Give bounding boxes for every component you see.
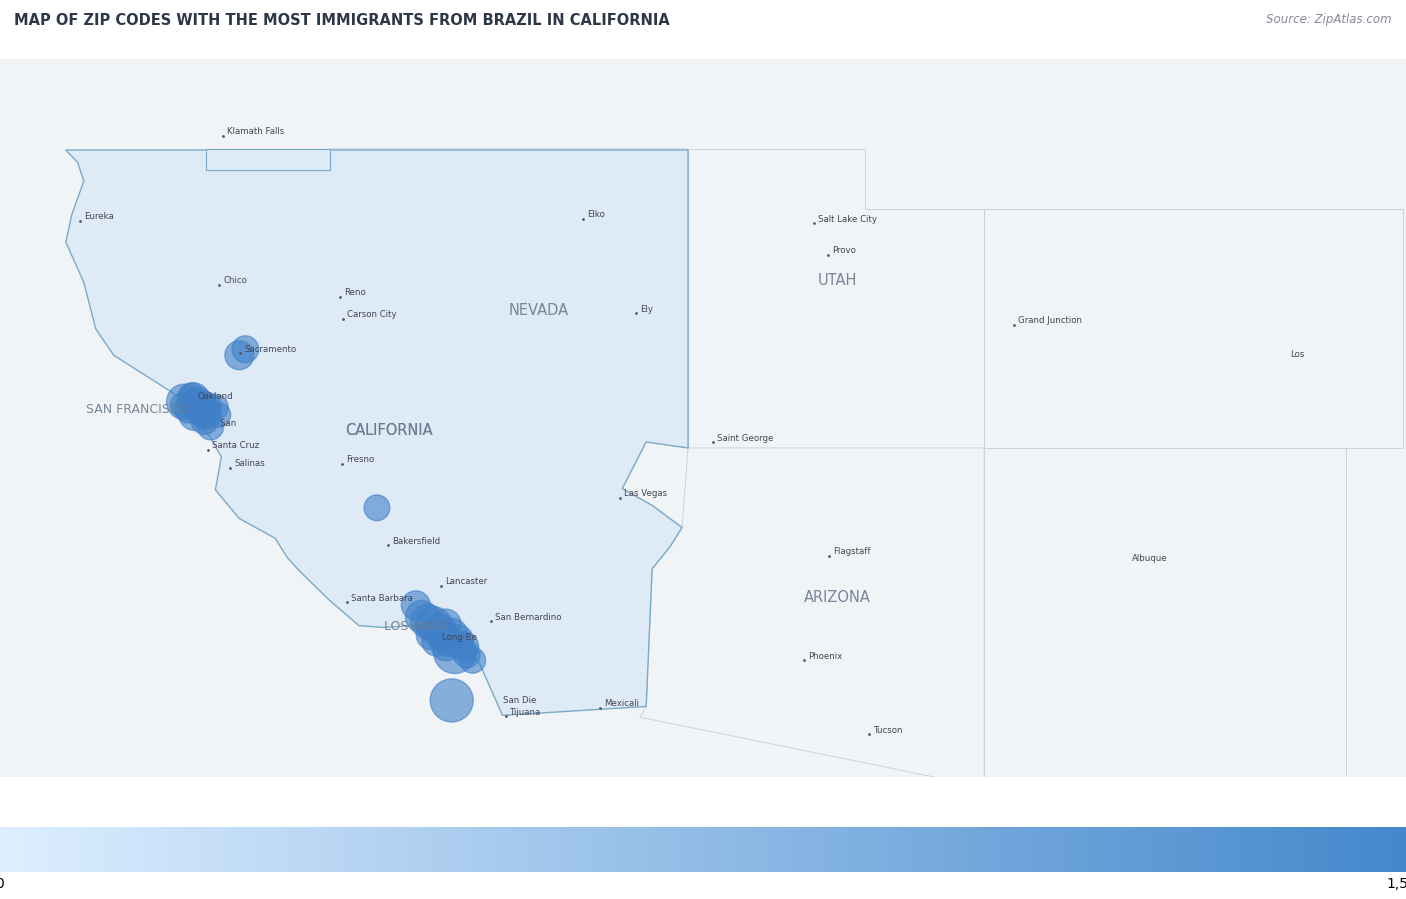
Circle shape: [430, 679, 474, 722]
Circle shape: [207, 403, 231, 427]
Polygon shape: [984, 209, 1403, 448]
Text: Fresno: Fresno: [346, 455, 374, 464]
Text: Eureka: Eureka: [84, 212, 114, 221]
Circle shape: [181, 387, 212, 418]
Text: Carson City: Carson City: [347, 310, 396, 319]
Polygon shape: [984, 448, 1346, 788]
Circle shape: [453, 641, 479, 668]
Circle shape: [198, 414, 224, 440]
Circle shape: [232, 336, 259, 362]
Circle shape: [179, 400, 209, 431]
Text: Santa Barbara: Santa Barbara: [352, 594, 413, 603]
Circle shape: [174, 395, 202, 423]
Circle shape: [183, 390, 218, 424]
Text: Chico: Chico: [224, 276, 247, 285]
Circle shape: [202, 395, 228, 420]
Text: San: San: [221, 419, 245, 428]
Text: Oakland: Oakland: [197, 392, 233, 401]
Circle shape: [436, 619, 468, 651]
Circle shape: [411, 604, 444, 638]
Circle shape: [432, 632, 460, 661]
Text: Albuque: Albuque: [1132, 555, 1167, 564]
Circle shape: [416, 620, 446, 650]
Circle shape: [225, 341, 253, 369]
Text: Provo: Provo: [832, 246, 856, 255]
Circle shape: [405, 601, 439, 633]
Text: UTAH: UTAH: [818, 273, 858, 288]
Circle shape: [441, 625, 474, 656]
Circle shape: [423, 614, 457, 647]
Text: Tijuana: Tijuana: [510, 708, 541, 717]
Text: Reno: Reno: [344, 289, 367, 298]
Circle shape: [433, 632, 475, 673]
Polygon shape: [329, 149, 688, 707]
Text: Sacramento: Sacramento: [245, 345, 297, 354]
Text: Salinas: Salinas: [233, 459, 264, 468]
Text: Lancaster: Lancaster: [446, 577, 488, 586]
Circle shape: [422, 627, 451, 656]
Text: Elko: Elko: [586, 210, 605, 219]
Circle shape: [166, 384, 202, 420]
Circle shape: [193, 401, 221, 430]
Text: Los: Los: [1291, 350, 1305, 359]
Text: Grand Junction: Grand Junction: [1018, 316, 1083, 325]
Polygon shape: [688, 149, 984, 448]
Polygon shape: [207, 149, 329, 170]
Circle shape: [434, 628, 463, 656]
Circle shape: [194, 393, 221, 420]
Text: MAP OF ZIP CODES WITH THE MOST IMMIGRANTS FROM BRAZIL IN CALIFORNIA: MAP OF ZIP CODES WITH THE MOST IMMIGRANT…: [14, 13, 669, 29]
Text: Tucson: Tucson: [873, 725, 903, 734]
Circle shape: [177, 383, 209, 415]
Circle shape: [179, 383, 204, 407]
Text: NEVADA: NEVADA: [509, 303, 568, 318]
Text: Saint George: Saint George: [717, 433, 773, 442]
Text: Mexicali: Mexicali: [605, 699, 640, 708]
Text: CALIFORNIA: CALIFORNIA: [344, 423, 433, 438]
Text: ARIZONA: ARIZONA: [804, 590, 872, 605]
Text: San Bernardino: San Bernardino: [495, 613, 562, 622]
Circle shape: [430, 609, 461, 640]
Polygon shape: [640, 448, 984, 788]
Circle shape: [460, 647, 485, 673]
Circle shape: [449, 632, 478, 662]
Text: Santa Cruz: Santa Cruz: [212, 441, 259, 450]
Text: Flagstaff: Flagstaff: [832, 547, 870, 556]
Text: Source: ZipAtlas.com: Source: ZipAtlas.com: [1267, 13, 1392, 26]
Circle shape: [364, 495, 389, 521]
Text: Las Vegas: Las Vegas: [624, 489, 666, 498]
Polygon shape: [66, 150, 688, 716]
Text: CALIFORNIA: CALIFORNIA: [344, 423, 433, 438]
Text: Ely: Ely: [640, 305, 654, 314]
Text: Klamath Falls: Klamath Falls: [226, 128, 284, 137]
Circle shape: [170, 393, 194, 417]
Circle shape: [401, 591, 430, 619]
Text: LOS ANGE: LOS ANGE: [384, 619, 447, 633]
Circle shape: [187, 395, 221, 428]
Text: Bakersfield: Bakersfield: [392, 537, 440, 546]
Circle shape: [416, 607, 451, 642]
Text: SAN FRANCISCO: SAN FRANCISCO: [86, 403, 188, 415]
Circle shape: [427, 621, 458, 652]
Polygon shape: [0, 59, 1406, 777]
Text: San Die: San Die: [503, 696, 537, 705]
Text: Phoenix: Phoenix: [807, 652, 842, 661]
Text: Long Be: Long Be: [441, 633, 477, 642]
Circle shape: [191, 407, 218, 434]
Text: Salt Lake City: Salt Lake City: [818, 215, 877, 224]
